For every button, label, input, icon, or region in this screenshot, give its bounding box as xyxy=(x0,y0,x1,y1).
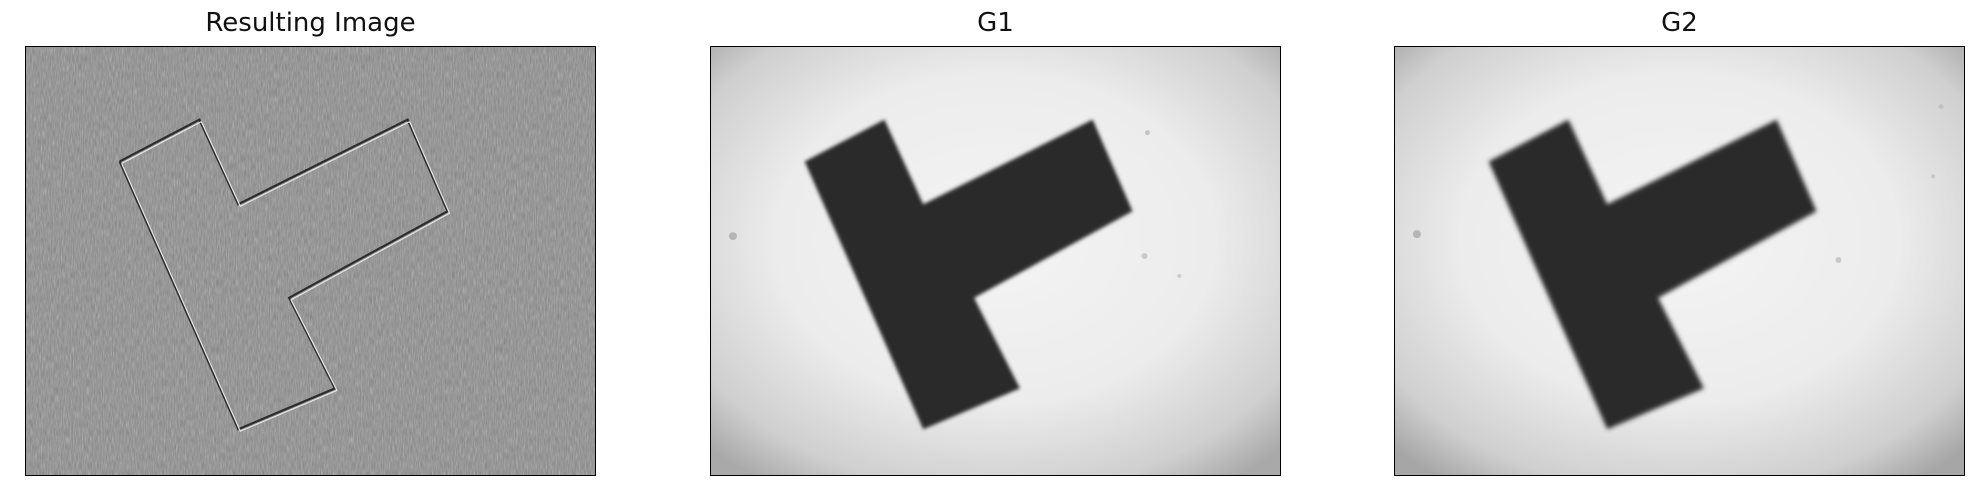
resulting-image xyxy=(26,47,595,475)
image-frame xyxy=(1394,46,1965,476)
g2-image xyxy=(1395,47,1964,475)
g1-image xyxy=(711,47,1280,475)
shape-edge xyxy=(118,118,451,432)
t-shape xyxy=(1488,119,1817,430)
panel-title: G2 xyxy=(1661,8,1698,38)
t-shape xyxy=(804,119,1133,430)
panel-title: G1 xyxy=(977,8,1014,38)
image-frame xyxy=(25,46,596,476)
panel-title: Resulting Image xyxy=(205,8,416,38)
image-frame xyxy=(710,46,1281,476)
